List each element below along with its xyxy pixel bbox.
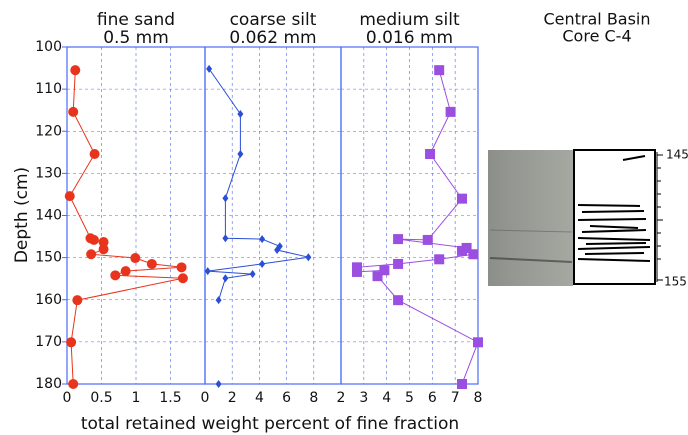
marker: [65, 191, 75, 201]
marker: [70, 65, 80, 75]
x-tick-label: 0.5: [90, 390, 112, 406]
marker: [457, 194, 467, 204]
y-tick-label: 170: [35, 334, 62, 350]
marker: [434, 254, 444, 264]
panel-title: coarse silt: [230, 10, 317, 30]
marker: [222, 274, 228, 282]
x-tick-label: 8: [474, 390, 483, 406]
marker: [305, 253, 311, 261]
marker: [446, 107, 456, 117]
marker: [373, 271, 383, 281]
marker: [434, 65, 444, 75]
marker: [178, 273, 188, 283]
core-title: Core C-4: [562, 27, 631, 46]
y-tick-label: 160: [35, 292, 62, 308]
marker: [250, 270, 256, 278]
x-tick-label: 2: [228, 390, 237, 406]
marker: [110, 270, 120, 280]
marker: [237, 150, 243, 158]
marker: [216, 296, 222, 304]
panel-subtitle: 0.016 mm: [366, 28, 453, 48]
series-line: [357, 70, 478, 384]
panel-title: medium silt: [359, 10, 460, 30]
marker: [68, 379, 78, 389]
core-scale-label: 155: [664, 275, 687, 289]
marker: [393, 295, 403, 305]
y-tick-label: 120: [35, 123, 62, 139]
y-tick-label: 150: [35, 250, 62, 266]
marker: [457, 379, 467, 389]
x-axis-label: total retained weight percent of fine fr…: [81, 414, 459, 434]
x-tick-label: 7: [451, 390, 460, 406]
series-line: [70, 70, 183, 384]
x-tick-label: 6: [282, 390, 291, 406]
x-tick-label: 8: [309, 390, 318, 406]
marker: [259, 235, 265, 243]
marker: [72, 295, 82, 305]
x-tick-label: 4: [255, 390, 264, 406]
y-axis-label: Depth (cm): [12, 167, 32, 263]
x-tick-label: 0: [63, 390, 72, 406]
y-tick-label: 180: [35, 376, 62, 392]
core-image: [488, 150, 663, 286]
x-tick-label: 6: [428, 390, 437, 406]
y-tick-label: 110: [35, 81, 62, 97]
x-tick-label: 4: [382, 390, 391, 406]
y-tick-label: 130: [35, 165, 62, 181]
x-tick-label: 0: [201, 390, 210, 406]
marker: [473, 337, 483, 347]
marker: [99, 244, 109, 254]
marker: [393, 234, 403, 244]
marker: [66, 337, 76, 347]
marker: [177, 262, 187, 272]
marker: [205, 267, 211, 275]
marker: [216, 380, 222, 388]
marker: [86, 249, 96, 259]
marker: [352, 267, 362, 277]
marker: [68, 107, 78, 117]
marker: [130, 253, 140, 263]
marker: [393, 259, 403, 269]
y-tick-label: 140: [35, 208, 62, 224]
x-tick-label: 3: [359, 390, 368, 406]
x-tick-label: 2: [337, 390, 346, 406]
marker: [121, 266, 131, 276]
marker: [259, 260, 265, 268]
marker: [423, 235, 433, 245]
x-tick-label: 1: [132, 390, 141, 406]
panel-subtitle: 0.5 mm: [103, 28, 169, 48]
marker: [90, 149, 100, 159]
x-tick-label: 1.5: [159, 390, 181, 406]
marker: [147, 259, 157, 269]
marker: [89, 235, 99, 245]
marker: [468, 249, 478, 259]
y-tick-label: 100: [35, 39, 62, 55]
marker: [425, 149, 435, 159]
series-line: [208, 69, 309, 384]
marker: [222, 234, 228, 242]
figure: Depth (cm) total retained weight percent…: [0, 0, 688, 435]
marker: [222, 194, 228, 202]
x-tick-label: 5: [405, 390, 414, 406]
core-scale-label: 145: [666, 148, 688, 162]
panel-subtitle: 0.062 mm: [229, 28, 316, 48]
marker: [457, 246, 467, 256]
panel-title: fine sand: [97, 10, 175, 30]
